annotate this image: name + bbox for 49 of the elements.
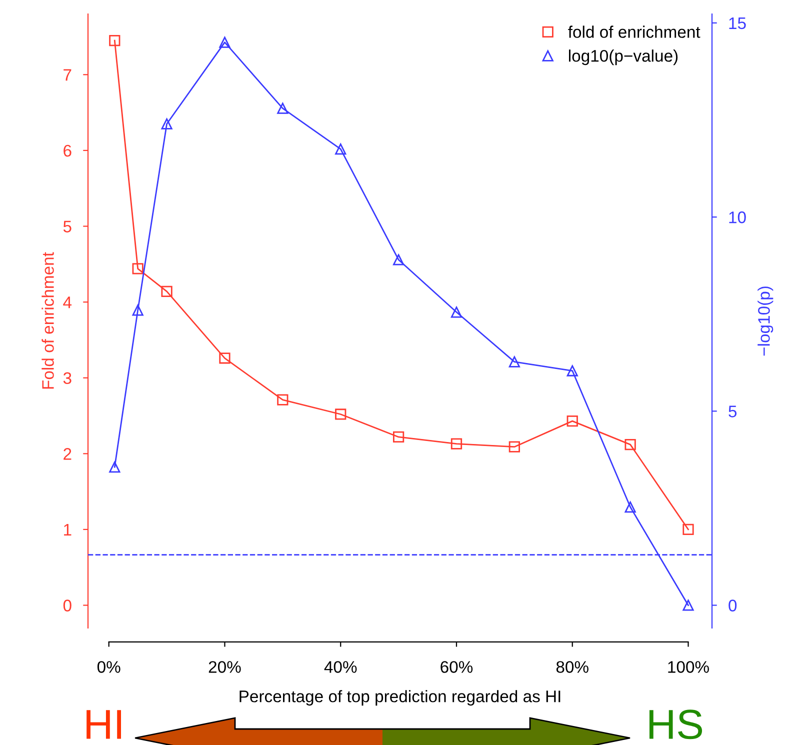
x-axis-title: Percentage of top prediction regarded as HI — [240, 690, 560, 706]
x-tick-label: 60% — [440, 661, 473, 673]
point — [392, 254, 404, 266]
point — [277, 102, 288, 114]
point — [624, 501, 636, 513]
y-tick-label: 4 — [63, 296, 72, 308]
point — [682, 524, 694, 536]
text: HS — [649, 710, 702, 740]
point — [161, 118, 172, 130]
text: HI — [86, 710, 121, 739]
point — [109, 461, 120, 473]
point — [219, 36, 230, 48]
x-tick-label: 40% — [324, 661, 357, 673]
y2-tick-label: 15 — [729, 18, 746, 30]
x-tick-label: 100% — [668, 661, 709, 673]
y-tick-label: 1 — [64, 524, 72, 536]
point — [161, 286, 172, 297]
point — [132, 304, 144, 316]
point — [450, 438, 462, 450]
point — [624, 439, 636, 450]
y-tick-label: 5 — [63, 220, 72, 232]
y2-tick-label: 10 — [729, 211, 746, 224]
point — [219, 352, 230, 364]
legend-label: fold of enrichment — [568, 26, 700, 38]
y-axis-title: Fold of enrichment — [42, 252, 54, 389]
point — [450, 306, 462, 318]
x-tick-label: 0% — [97, 661, 120, 673]
point — [392, 431, 404, 443]
y-tick-label: 7 — [64, 69, 72, 81]
y2-axis-title: −log10(p) — [758, 286, 774, 356]
legend-label: log10(p−value) — [568, 50, 678, 66]
y-tick-label: 6 — [64, 144, 72, 157]
point — [335, 408, 346, 420]
x-tick-label: 80% — [556, 661, 588, 673]
point — [508, 441, 520, 452]
x-tick-label: 20% — [208, 661, 241, 673]
point — [109, 34, 120, 46]
point — [682, 600, 694, 611]
point — [566, 416, 578, 427]
point — [508, 356, 520, 368]
point — [566, 365, 578, 376]
point — [132, 263, 144, 274]
y-tick-label: 3 — [63, 372, 72, 384]
y2-tick-label: 5 — [728, 406, 737, 418]
point — [335, 144, 346, 155]
y-tick-label: 0 — [63, 600, 72, 612]
y-tick-label: 2 — [64, 448, 72, 460]
point — [277, 394, 288, 406]
y2-tick-label: 0 — [728, 600, 737, 612]
